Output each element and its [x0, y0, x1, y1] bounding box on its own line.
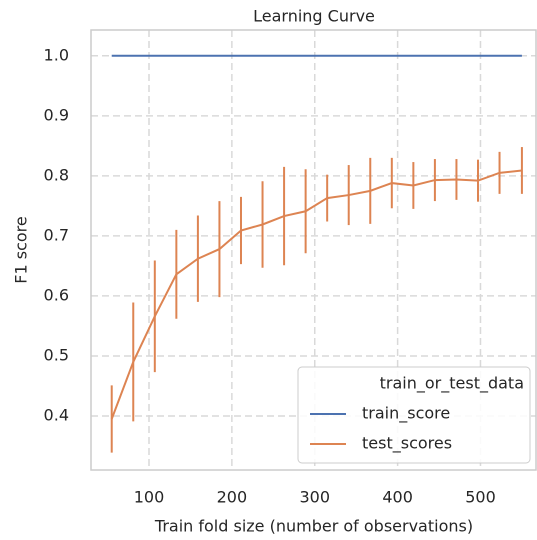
legend-box — [297, 366, 531, 464]
y-tick-label: 0.4 — [44, 405, 69, 424]
x-tick-label: 500 — [465, 488, 496, 507]
legend-label: test_scores — [362, 434, 452, 454]
chart-title: Learning Curve — [253, 7, 375, 26]
legend-title: train_or_test_data — [380, 374, 524, 394]
y-tick-label: 0.7 — [44, 225, 69, 244]
x-tick-label: 300 — [299, 488, 330, 507]
legend-label: train_score — [362, 404, 450, 424]
line-series — [110, 169, 523, 420]
y-tick-label: 0.8 — [44, 165, 69, 184]
y-axis-title: F1 score — [12, 216, 31, 283]
plot-frame — [90, 29, 537, 471]
y-tick-label: 0.5 — [44, 345, 69, 364]
y-tick-label: 1.0 — [44, 45, 69, 64]
y-tick-label: 0.9 — [44, 105, 69, 124]
x-tick-label: 100 — [134, 488, 165, 507]
x-tick-label: 400 — [382, 488, 413, 507]
y-tick-label: 0.6 — [44, 285, 69, 304]
x-tick-label: 200 — [217, 488, 248, 507]
x-axis-title: Train fold size (number of observations) — [154, 517, 473, 536]
